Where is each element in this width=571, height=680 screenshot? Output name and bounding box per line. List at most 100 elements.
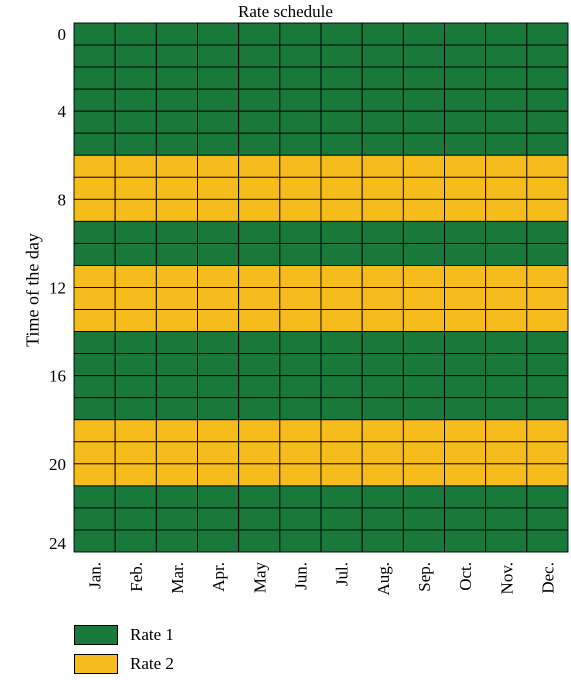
cell-jun-h18 xyxy=(279,419,322,443)
cell-jun-h23 xyxy=(279,529,322,553)
cell-apr-h3 xyxy=(197,88,240,112)
cell-jun-h22 xyxy=(279,507,322,531)
cell-sep-h11 xyxy=(402,265,445,288)
cell-jan-h18 xyxy=(73,419,116,443)
cell-aug-h11 xyxy=(361,265,404,288)
cell-sep-h21 xyxy=(402,485,445,509)
cell-sep-h9 xyxy=(402,220,445,244)
cell-jul-h18 xyxy=(320,419,363,443)
cell-mar-h15 xyxy=(155,353,198,377)
cell-jan-h21 xyxy=(73,485,116,509)
cell-jun-h19 xyxy=(279,441,322,465)
cell-feb-h9 xyxy=(114,220,157,244)
cell-jun-h6 xyxy=(279,154,322,178)
x-tick-label-jul: Jul. xyxy=(333,562,352,586)
cell-sep-h7 xyxy=(402,176,445,200)
cell-dec-h19 xyxy=(526,441,569,465)
x-tick-label-mar: Mar. xyxy=(168,562,187,594)
cell-jun-h16 xyxy=(279,375,322,399)
cell-apr-h0 xyxy=(197,22,240,46)
cell-nov-h18 xyxy=(485,419,528,443)
cell-jul-h4 xyxy=(320,110,363,134)
cell-apr-h4 xyxy=(197,110,240,134)
cell-apr-h11 xyxy=(197,265,240,288)
cell-may-h3 xyxy=(238,88,281,112)
cell-nov-h13 xyxy=(485,309,528,333)
cell-jul-h22 xyxy=(320,507,363,531)
cell-nov-h6 xyxy=(485,154,528,178)
cell-jul-h15 xyxy=(320,353,363,377)
cell-dec-h5 xyxy=(526,132,569,156)
cell-jul-h21 xyxy=(320,485,363,509)
x-tick-label-aug: Aug. xyxy=(374,562,393,596)
cell-jul-h11 xyxy=(320,265,363,288)
cell-mar-h1 xyxy=(155,44,198,68)
cell-may-h11 xyxy=(238,265,281,288)
cell-jan-h8 xyxy=(73,198,116,222)
cell-may-h7 xyxy=(238,176,281,200)
cell-apr-h13 xyxy=(197,309,240,333)
cell-feb-h17 xyxy=(114,397,157,421)
cell-oct-h3 xyxy=(444,88,487,112)
cell-mar-h14 xyxy=(155,331,198,355)
cell-jun-h14 xyxy=(279,331,322,355)
x-tick-label-may: May xyxy=(250,562,269,594)
cell-jan-h19 xyxy=(73,441,116,465)
cell-mar-h8 xyxy=(155,198,198,222)
cell-dec-h0 xyxy=(526,22,569,46)
cell-feb-h3 xyxy=(114,88,157,112)
cell-mar-h10 xyxy=(155,242,198,266)
cell-sep-h6 xyxy=(402,154,445,178)
cell-sep-h20 xyxy=(402,463,445,487)
cell-feb-h15 xyxy=(114,353,157,377)
cell-may-h22 xyxy=(238,507,281,531)
cell-aug-h3 xyxy=(361,88,404,112)
cell-mar-h5 xyxy=(155,132,198,156)
cell-oct-h2 xyxy=(444,66,487,90)
x-tick-label-sep: Sep. xyxy=(415,562,434,592)
cell-aug-h21 xyxy=(361,485,404,509)
cell-feb-h19 xyxy=(114,441,157,465)
cell-mar-h12 xyxy=(155,287,198,310)
cell-dec-h15 xyxy=(526,353,569,377)
cell-feb-h21 xyxy=(114,485,157,509)
cell-jul-h12 xyxy=(320,287,363,310)
cell-nov-h7 xyxy=(485,176,528,200)
cell-apr-h6 xyxy=(197,154,240,178)
cell-feb-h13 xyxy=(114,309,157,333)
cell-jul-h20 xyxy=(320,463,363,487)
cell-mar-h16 xyxy=(155,375,198,399)
cell-aug-h0 xyxy=(361,22,404,46)
x-tick-label-oct: Oct. xyxy=(456,562,475,591)
cell-sep-h0 xyxy=(402,22,445,46)
cell-jan-h0 xyxy=(73,22,116,46)
cell-nov-h12 xyxy=(485,287,528,310)
cell-aug-h16 xyxy=(361,375,404,399)
cell-apr-h23 xyxy=(197,529,240,553)
cell-apr-h20 xyxy=(197,463,240,487)
cell-mar-h19 xyxy=(155,441,198,465)
cell-nov-h23 xyxy=(485,529,528,553)
cell-apr-h2 xyxy=(197,66,240,90)
cell-sep-h10 xyxy=(402,242,445,266)
cell-nov-h5 xyxy=(485,132,528,156)
cell-apr-h18 xyxy=(197,419,240,443)
cell-feb-h7 xyxy=(114,176,157,200)
cell-sep-h17 xyxy=(402,397,445,421)
legend-item-rate-2: Rate 2 xyxy=(74,651,174,677)
cell-jul-h16 xyxy=(320,375,363,399)
cell-feb-h8 xyxy=(114,198,157,222)
cell-nov-h17 xyxy=(485,397,528,421)
cell-may-h21 xyxy=(238,485,281,509)
cell-mar-h13 xyxy=(155,309,198,333)
cell-mar-h4 xyxy=(155,110,198,134)
cell-dec-h12 xyxy=(526,287,569,310)
cell-jul-h0 xyxy=(320,22,363,46)
cell-nov-h11 xyxy=(485,265,528,288)
cell-aug-h2 xyxy=(361,66,404,90)
cell-aug-h10 xyxy=(361,242,404,266)
cell-oct-h12 xyxy=(444,287,487,310)
y-tick-label: 8 xyxy=(58,190,67,209)
cell-mar-h17 xyxy=(155,397,198,421)
